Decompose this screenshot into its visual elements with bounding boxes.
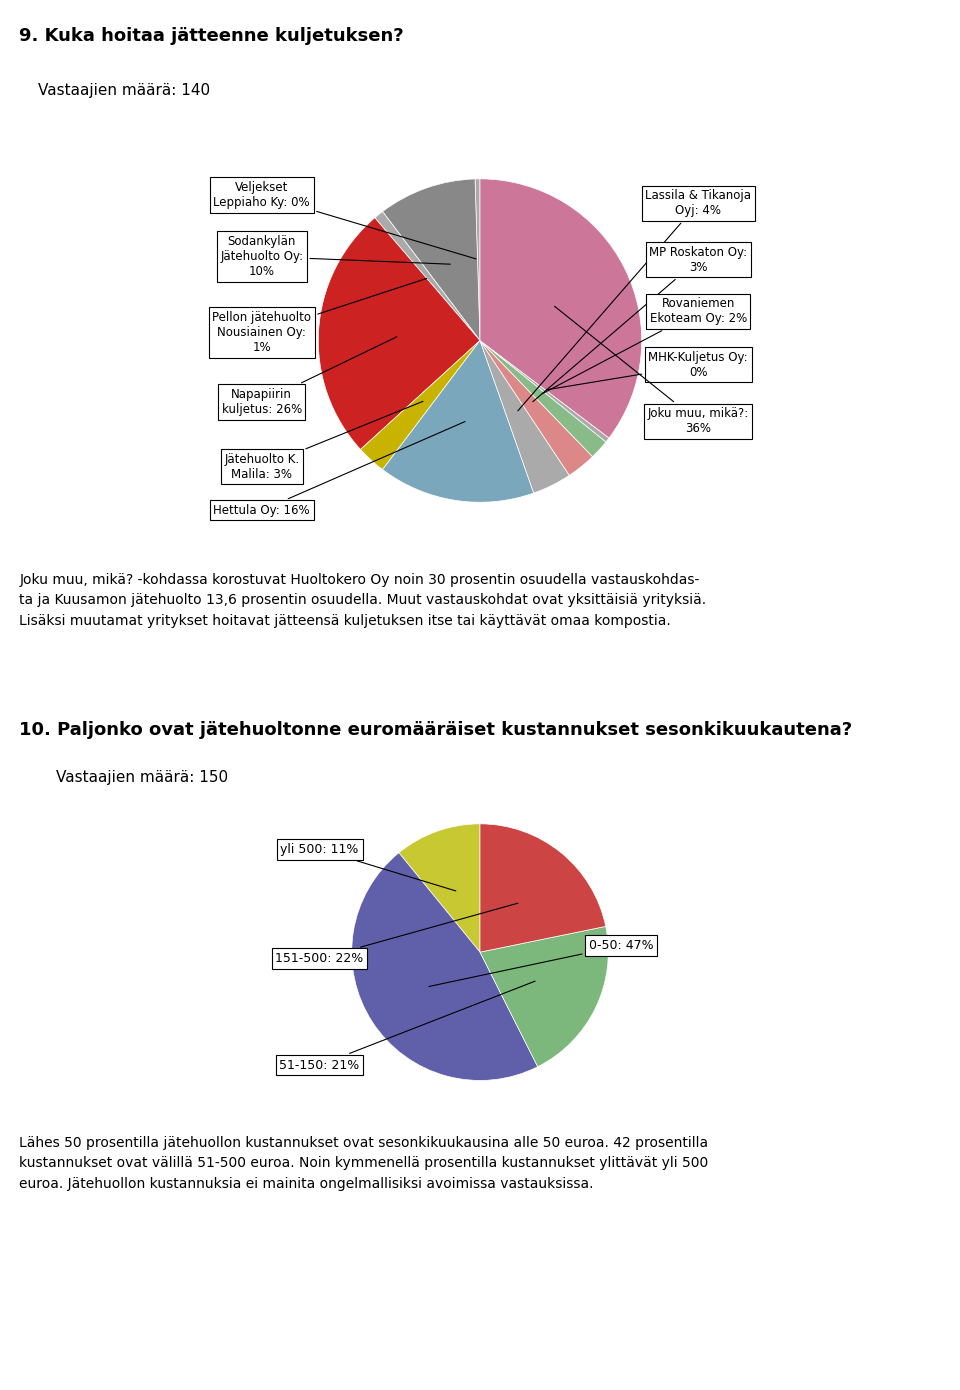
Wedge shape: [351, 852, 538, 1080]
Wedge shape: [383, 179, 480, 341]
Wedge shape: [475, 179, 480, 341]
Text: 51-150: 21%: 51-150: 21%: [279, 981, 535, 1072]
Wedge shape: [383, 341, 534, 502]
Text: Hettula Oy: 16%: Hettula Oy: 16%: [213, 421, 465, 517]
Text: Vastaajien määrä: 140: Vastaajien määrä: 140: [37, 83, 209, 97]
Text: 9. Kuka hoitaa jätteenne kuljetuksen?: 9. Kuka hoitaa jätteenne kuljetuksen?: [19, 28, 404, 44]
Text: Joku muu, mikä?:
36%: Joku muu, mikä?: 36%: [555, 306, 749, 435]
Wedge shape: [374, 211, 480, 341]
Text: Sodankylän
Jätehuolto Oy:
10%: Sodankylän Jätehuolto Oy: 10%: [220, 235, 450, 278]
Text: 0-50: 47%: 0-50: 47%: [429, 940, 654, 987]
Wedge shape: [480, 179, 641, 438]
Wedge shape: [480, 824, 606, 952]
Wedge shape: [480, 341, 609, 442]
Text: Lähes 50 prosentilla jätehuollon kustannukset ovat sesonkikuukausina alle 50 eur: Lähes 50 prosentilla jätehuollon kustann…: [19, 1136, 708, 1191]
Text: Lassila & Tikanoja
Oyj: 4%: Lassila & Tikanoja Oyj: 4%: [517, 189, 752, 411]
Wedge shape: [319, 218, 480, 449]
Text: 10. Paljonko ovat jätehuoltonne euromääräiset kustannukset sesonkikuukautena?: 10. Paljonko ovat jätehuoltonne euromäär…: [19, 721, 852, 738]
Wedge shape: [361, 341, 480, 470]
Text: Veljekset
Leppiaho Ky: 0%: Veljekset Leppiaho Ky: 0%: [213, 181, 476, 259]
Text: Napapiirin
kuljetus: 26%: Napapiirin kuljetus: 26%: [222, 336, 396, 416]
Wedge shape: [480, 341, 592, 475]
Wedge shape: [480, 926, 609, 1066]
Wedge shape: [480, 341, 606, 457]
Text: Rovaniemen
Ekoteam Oy: 2%: Rovaniemen Ekoteam Oy: 2%: [542, 297, 747, 393]
Text: yli 500: 11%: yli 500: 11%: [280, 842, 456, 891]
Wedge shape: [399, 824, 480, 952]
Text: MP Roskaton Oy:
3%: MP Roskaton Oy: 3%: [533, 246, 747, 402]
Text: Pellon jätehuolto
Nousiainen Oy:
1%: Pellon jätehuolto Nousiainen Oy: 1%: [212, 278, 426, 354]
Text: 151-500: 22%: 151-500: 22%: [276, 904, 517, 965]
Text: Jätehuolto K.
Malila: 3%: Jätehuolto K. Malila: 3%: [225, 402, 423, 481]
Text: MHK-Kuljetus Oy:
0%: MHK-Kuljetus Oy: 0%: [546, 350, 748, 389]
Text: Vastaajien määrä: 150: Vastaajien määrä: 150: [56, 770, 228, 784]
Wedge shape: [480, 341, 569, 493]
Text: Joku muu, mikä? -kohdassa korostuvat Huoltokero Oy noin 30 prosentin osuudella v: Joku muu, mikä? -kohdassa korostuvat Huo…: [19, 573, 707, 628]
